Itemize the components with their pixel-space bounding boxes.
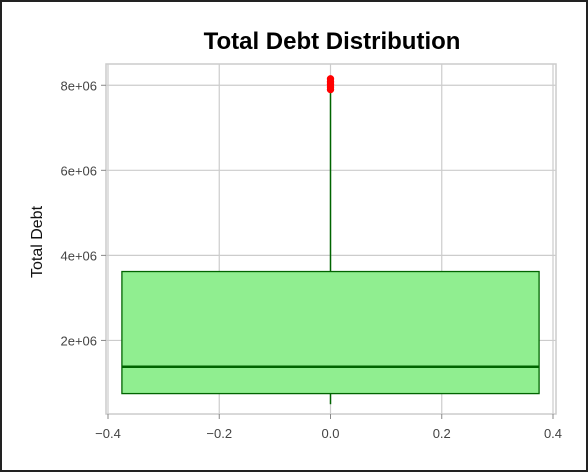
outlier-point xyxy=(327,76,333,82)
y-tick-label: 8e+06 xyxy=(60,78,97,93)
x-tick-label: 0.0 xyxy=(321,426,339,441)
y-axis-label: Total Debt xyxy=(29,205,46,278)
y-tick-label: 2e+06 xyxy=(60,333,97,348)
x-tick-label: −0.4 xyxy=(95,426,121,441)
x-tick-label: 0.2 xyxy=(433,426,451,441)
y-tick-label: 4e+06 xyxy=(60,248,97,263)
iqr-box xyxy=(122,272,539,394)
chart-title: Total Debt Distribution xyxy=(204,28,461,55)
x-tick-label: 0.4 xyxy=(544,426,562,441)
plot-area: −0.4 −0.2 0.0 0.2 0.4 2e+06 4e+06 6e+06 8e+06 xyxy=(60,64,562,441)
y-tick-label: 6e+06 xyxy=(60,163,97,178)
x-tick-label: −0.2 xyxy=(206,426,232,441)
